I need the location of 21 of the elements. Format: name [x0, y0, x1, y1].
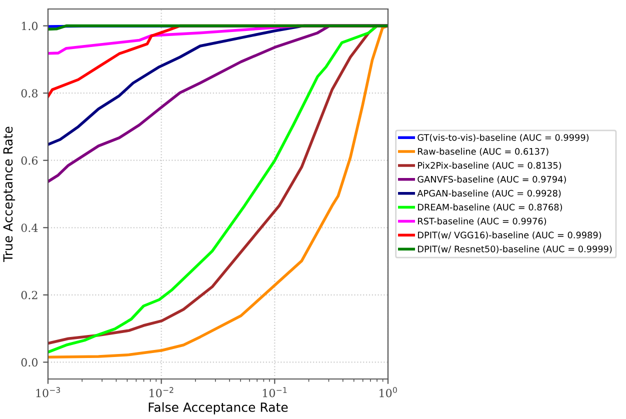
legend-label: Raw-baseline (AUC = 0.6137): [418, 148, 548, 156]
y-axis-title: True Acceptance Rate: [3, 126, 16, 262]
y-tick-label: 1.0: [22, 22, 38, 30]
legend-label: Pix2Pix-baseline (AUC = 0.8135): [418, 162, 562, 170]
x-tick-label: 10$^{−2}$: [150, 387, 174, 398]
legend-label: GT(vis-to-vis)-baseline (AUC = 0.9999): [418, 134, 589, 142]
y-tick-label: 0.2: [21, 290, 38, 300]
x-tick-label: 10$^{−1}$: [262, 387, 287, 398]
legend-label: GANVFS-baseline (AUC = 0.9794): [418, 176, 566, 184]
y-tick-label: 0.6: [21, 156, 38, 165]
legend-label: DPIT(w/ Resnet50)-baseline (AUC = 0.9999): [418, 245, 612, 254]
legend-label: DPIT(w/ VGG16)-baseline (AUC = 0.9989): [418, 232, 602, 240]
legend-label: DREAM-baseline (AUC = 0.8768): [418, 204, 562, 212]
y-tick-label: 0.4: [21, 224, 38, 232]
y-tick-label: 0.0: [21, 358, 38, 367]
legend-label: RST-baseline (AUC = 0.9976): [418, 218, 546, 226]
x-axis-title: False Acceptance Rate: [148, 402, 288, 414]
x-tick-label: 10$^{0}$: [380, 387, 397, 398]
y-tick-label: 0.8: [21, 89, 38, 98]
legend-label: APGAN-baseline (AUC = 0.9928): [417, 190, 561, 198]
x-tick-label: 10$^{−3}$: [36, 387, 60, 398]
